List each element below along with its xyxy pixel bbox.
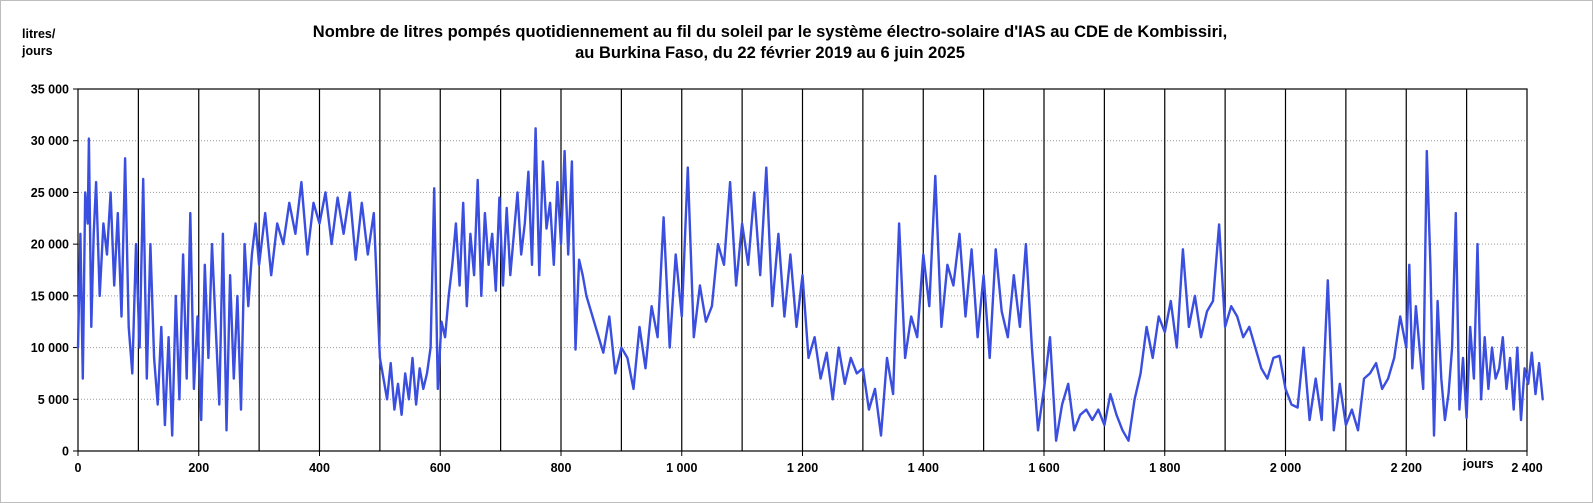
chart-title-line-1: Nombre de litres pompés quotidiennement … bbox=[313, 23, 1227, 41]
y-tick-label-7: 35 000 bbox=[31, 83, 69, 97]
x-tick-label-5: 1 000 bbox=[666, 461, 697, 475]
x-tick-label-0: 0 bbox=[75, 461, 82, 475]
plot-area: 0 5 000 10 000 15 000 20 000 25 000 30 000 35 0… bbox=[31, 83, 1544, 475]
y-tick-label-5: 25 000 bbox=[31, 186, 69, 200]
y-axis-label-line-1: litres/ bbox=[22, 27, 56, 41]
x-tick-label-12: 2 400 bbox=[1511, 461, 1542, 475]
y-tick-label-2: 10 000 bbox=[31, 341, 69, 355]
y-tick-label-1: 5 000 bbox=[38, 393, 69, 407]
y-axis-label-line-2: jours bbox=[21, 44, 53, 58]
x-tick-label-7: 1 400 bbox=[908, 461, 939, 475]
x-tick-label-9: 1 800 bbox=[1149, 461, 1180, 475]
chart-title-line-2: au Burkina Faso, du 22 février 2019 au 6… bbox=[575, 44, 965, 62]
x-tick-label-1: 200 bbox=[188, 461, 209, 475]
x-tick-label-10: 2 000 bbox=[1270, 461, 1301, 475]
x-tick-label-6: 1 200 bbox=[787, 461, 818, 475]
x-tick-label-4: 800 bbox=[551, 461, 572, 475]
y-tick-label-4: 20 000 bbox=[31, 238, 69, 252]
y-tick-label-6: 30 000 bbox=[31, 134, 69, 148]
x-axis-label: jours bbox=[1462, 457, 1494, 471]
x-tick-label-2: 400 bbox=[309, 461, 330, 475]
x-tick-label-8: 1 600 bbox=[1028, 461, 1059, 475]
x-tick-label-3: 600 bbox=[430, 461, 451, 475]
y-tick-label-3: 15 000 bbox=[31, 289, 69, 303]
series-line-0 bbox=[76, 127, 1544, 442]
x-tick-label-11: 2 200 bbox=[1391, 461, 1422, 475]
y-tick-label-0: 0 bbox=[62, 445, 69, 459]
